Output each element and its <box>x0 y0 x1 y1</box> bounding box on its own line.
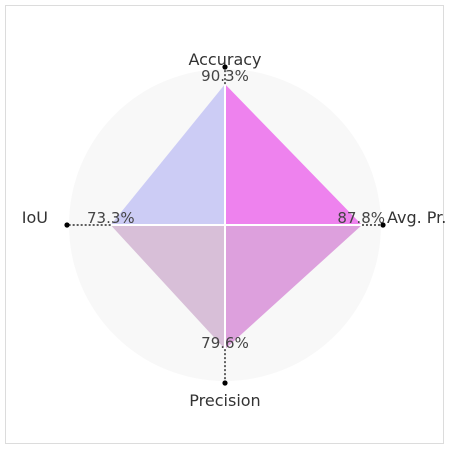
axis-end-dot-accuracy <box>222 64 228 70</box>
value-label-avg-pr: 87.8% <box>337 209 385 227</box>
value-label-iou: 73.3% <box>87 209 135 227</box>
axis-label-iou: IoU <box>22 208 48 227</box>
axis-label-avg-pr: Avg. Pr. <box>387 208 446 227</box>
marker-group <box>64 64 386 386</box>
axis-label-precision: Precision <box>189 391 260 410</box>
radar-area-precision-to-iou <box>110 225 225 350</box>
quadrant-group <box>110 84 362 350</box>
label-group: Accuracy Avg. Pr. Precision IoU 90.3% 87.8% 79… <box>22 50 447 410</box>
axis-end-dot-precision <box>222 380 228 386</box>
value-label-accuracy: 90.3% <box>201 67 249 85</box>
radar-area-iou-to-accuracy <box>110 84 225 225</box>
axis-end-dot-avg-pr <box>380 222 386 228</box>
axis-end-dot-iou <box>64 222 70 228</box>
radar-area-accuracy-to-avg-pr <box>225 84 362 225</box>
axis-label-accuracy: Accuracy <box>188 50 261 69</box>
radar-area-avg-pr-to-precision <box>225 225 362 350</box>
value-label-precision: 79.6% <box>201 334 249 352</box>
divider-group <box>110 84 362 350</box>
